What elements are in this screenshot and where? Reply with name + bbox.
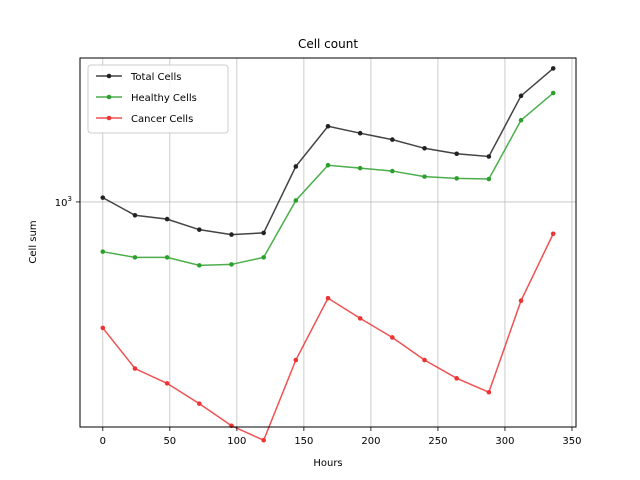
- y-axis-title: Cell sum: [28, 220, 39, 263]
- data-point: [357, 165, 363, 171]
- legend-entry: Total Cells: [96, 72, 181, 83]
- data-point: [325, 123, 331, 129]
- data-point: [164, 255, 170, 260]
- data-point: [100, 325, 106, 331]
- x-axis-title: Hours: [313, 458, 342, 469]
- data-point: [454, 176, 459, 181]
- data-point: [293, 198, 299, 203]
- data-point: [357, 316, 363, 321]
- data-point: [197, 263, 202, 268]
- x-tick-label: 350: [562, 436, 581, 447]
- legend-box: [87, 64, 229, 134]
- series-2: [100, 231, 556, 443]
- data-point: [261, 255, 266, 260]
- data-point: [390, 137, 395, 142]
- legend-label: Healthy Cells: [131, 93, 197, 104]
- data-point: [229, 262, 234, 267]
- data-point: [100, 249, 106, 254]
- series-0: [100, 66, 556, 237]
- data-point: [197, 401, 202, 406]
- data-point: [454, 376, 459, 381]
- y-tick-label: 103: [55, 195, 72, 209]
- data-point: [293, 164, 299, 169]
- legend-entry: Cancer Cells: [96, 114, 193, 125]
- legend-swatch-marker: [106, 94, 112, 100]
- data-point: [518, 93, 524, 99]
- ticks: 0 50 100 150 200 250 300 350 103: [55, 195, 582, 447]
- data-point: [550, 231, 556, 237]
- data-point: [550, 66, 556, 71]
- data-point: [293, 357, 299, 363]
- data-point: [164, 381, 170, 386]
- data-point: [390, 335, 395, 340]
- data-point: [261, 437, 266, 443]
- data-point: [486, 389, 492, 395]
- legend-swatch-marker: [106, 115, 112, 121]
- data-point: [454, 151, 459, 157]
- data-point: [100, 195, 106, 200]
- x-tick-label: 150: [294, 436, 313, 447]
- data-point: [357, 130, 363, 136]
- plot-frame: [79, 57, 577, 428]
- series-1: [100, 90, 556, 268]
- data-point: [550, 90, 556, 96]
- x-tick-label: 100: [227, 436, 246, 447]
- data-point: [390, 168, 395, 174]
- data-point: [197, 227, 202, 232]
- data-point: [325, 295, 331, 301]
- legend: Total Cells Healthy Cells Cancer Cells: [87, 64, 229, 134]
- y-tick-label-exponent: 3: [68, 195, 72, 203]
- data-point: [422, 357, 427, 363]
- x-tick-label: 200: [361, 436, 380, 447]
- y-tick-label-base: 10: [55, 198, 68, 209]
- legend-label: Cancer Cells: [131, 114, 193, 125]
- data-point: [132, 255, 138, 260]
- x-tick-label: 0: [100, 436, 106, 447]
- data-point: [325, 162, 331, 168]
- x-tick-label: 50: [163, 436, 176, 447]
- data-point: [486, 176, 492, 182]
- x-tick-label: 300: [495, 436, 514, 447]
- data-point: [422, 145, 427, 151]
- data-point: [132, 212, 138, 218]
- legend-entry: Healthy Cells: [96, 93, 197, 104]
- series-layer: [100, 66, 556, 443]
- data-point: [518, 117, 524, 123]
- data-point: [261, 230, 266, 236]
- chart-title: Cell count: [298, 37, 358, 51]
- legend-swatch-marker: [106, 73, 112, 79]
- data-point: [229, 232, 234, 237]
- x-tick-label: 250: [428, 436, 447, 447]
- data-point: [422, 174, 427, 179]
- data-point: [486, 154, 492, 159]
- data-point: [132, 366, 138, 371]
- legend-label: Total Cells: [130, 72, 181, 83]
- data-point: [164, 216, 170, 222]
- data-point: [518, 298, 524, 303]
